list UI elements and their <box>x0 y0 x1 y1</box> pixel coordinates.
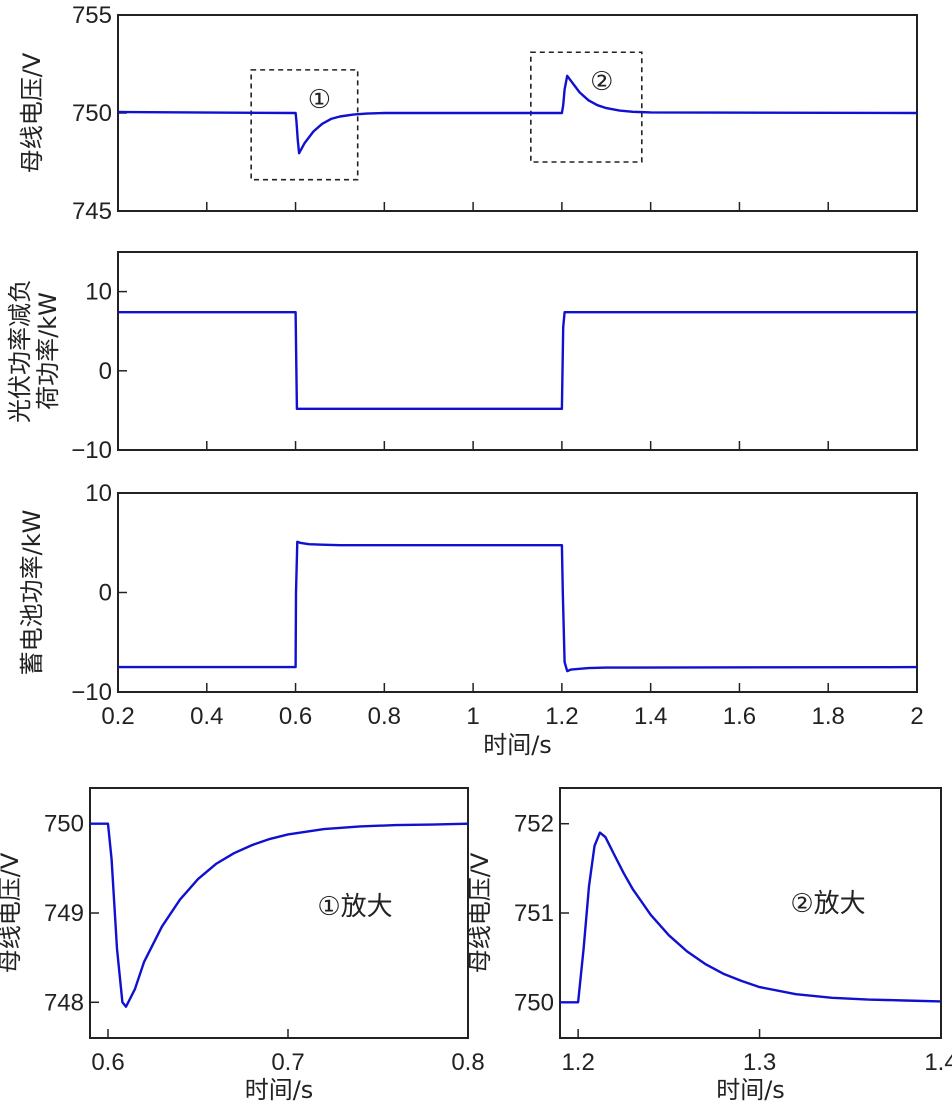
series-line <box>117 74 918 155</box>
zoom-region-label: ② <box>590 67 613 97</box>
x-tick-label: 0.8 <box>451 1049 484 1076</box>
y-tick-label: 755 <box>72 2 112 29</box>
battery-power-panel: −10 0 10 0.2 0.4 0.6 0.8 1 1.2 1.4 1.6 1.8 2 蓄电池功率/kW… <box>18 480 924 759</box>
series-line <box>560 831 942 1004</box>
x-tick-label: 1.8 <box>812 703 845 730</box>
x-tick-label: 1 <box>466 703 479 730</box>
plot-frame <box>89 787 469 1039</box>
y-tick-label: 745 <box>72 198 112 225</box>
x-axis-label: 时间/s <box>245 1076 314 1104</box>
x-tick-label: 1.2 <box>545 703 578 730</box>
y-tick-label: 751 <box>514 900 554 927</box>
zoom-2-panel: 750 751 752 1.2 1.3 1.4 母线电压/V 时间/s ②放大 <box>466 787 952 1104</box>
y-tick-label: 0 <box>99 358 112 385</box>
y-tick-label: 749 <box>44 900 84 927</box>
x-axis-label: 时间/s <box>483 731 552 759</box>
y-tick-label: 750 <box>44 811 84 838</box>
x-tick-label: 0.6 <box>91 1049 124 1076</box>
y-tick-label: 750 <box>514 989 554 1016</box>
y-axis-label: 母线电压/V <box>0 852 24 973</box>
zoom-annotation: ②放大 <box>790 889 865 919</box>
x-tick-label: 1.3 <box>743 1049 776 1076</box>
y-axis-label: 母线电压/V <box>466 852 494 973</box>
zoom-1-panel: 748 749 750 0.6 0.7 0.8 母线电压/V 时间/s ①放大 <box>0 787 485 1104</box>
series-line <box>118 540 918 673</box>
x-tick-label: 0.7 <box>271 1049 304 1076</box>
y-tick-label: 10 <box>85 279 112 306</box>
x-axis-label: 时间/s <box>716 1076 785 1104</box>
y-axis-label: 母线电压/V <box>18 52 46 173</box>
y-axis-label: 蓄电池功率/kW <box>18 510 46 676</box>
bus-voltage-panel: 745 750 755 ① ② 母线电压/V <box>18 2 918 225</box>
x-tick-label: 2 <box>910 703 923 730</box>
x-tick-label: 1.4 <box>634 703 667 730</box>
plot-frame <box>117 492 918 693</box>
series-line <box>118 311 917 410</box>
x-tick-label: 0.6 <box>279 703 312 730</box>
y-tick-label: −10 <box>71 437 112 464</box>
y-tick-label: 752 <box>514 811 554 838</box>
y-tick-label: 748 <box>44 989 84 1016</box>
y-tick-label: −10 <box>71 679 112 706</box>
y-tick-label: 750 <box>72 100 112 127</box>
y-tick-label: 10 <box>85 480 112 507</box>
y-tick-label: 0 <box>99 580 112 607</box>
x-tick-label: 0.8 <box>368 703 401 730</box>
x-tick-label: 0.4 <box>190 703 223 730</box>
pv-minus-load-power-panel: −10 0 10 光伏功率减负 荷功率/kW <box>6 251 918 464</box>
plot-frame <box>117 251 918 451</box>
y-axis-label: 荷功率/kW <box>34 292 62 410</box>
x-tick-label: 1.2 <box>561 1049 594 1076</box>
plot-frame <box>559 787 942 1039</box>
zoom-region-label: ① <box>308 85 331 115</box>
x-tick-label: 1.4 <box>924 1049 952 1076</box>
zoom-region-box <box>250 69 359 181</box>
zoom-annotation: ①放大 <box>317 892 392 922</box>
y-axis-label: 光伏功率减负 <box>6 279 34 423</box>
x-tick-label: 0.2 <box>101 703 134 730</box>
series-line <box>90 822 469 1008</box>
x-tick-label: 1.6 <box>723 703 756 730</box>
zoom-region-box <box>530 51 643 163</box>
